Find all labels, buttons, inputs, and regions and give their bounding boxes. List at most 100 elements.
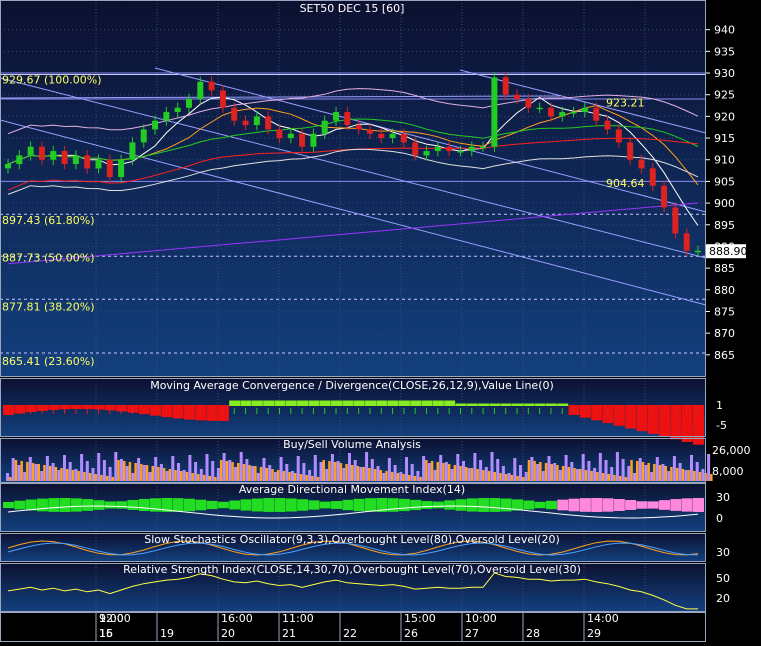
vol-sell-4 — [31, 463, 35, 481]
macd-bar-21 — [240, 400, 252, 406]
adx-fill-22 — [251, 498, 263, 512]
vol-buy-40 — [234, 467, 237, 481]
macd-bar-41 — [466, 403, 478, 406]
vol-sell-93 — [539, 462, 542, 481]
vol-sell-3 — [26, 462, 29, 481]
vol-sell-120 — [693, 471, 696, 481]
vol-buy-88 — [507, 473, 511, 481]
stoch-panel-bg — [0, 533, 706, 561]
vol-buy-55 — [319, 462, 323, 481]
vol-buy-47 — [273, 472, 277, 481]
adx-fill-8 — [93, 500, 105, 510]
vol-buy-73 — [422, 456, 426, 481]
vol-buy-42 — [245, 459, 249, 481]
price-tick-label-900: 900 — [714, 197, 735, 210]
vol-sell-69 — [402, 474, 405, 481]
vol-sell-21 — [128, 462, 132, 481]
vol-sell-30 — [180, 471, 183, 481]
vol-sell-23 — [140, 464, 143, 481]
vol-sell-79 — [459, 466, 462, 481]
stoch-d — [7, 542, 699, 556]
vol-buy-119 — [684, 470, 688, 481]
vol-buy-16 — [97, 453, 101, 481]
vol-sell-54 — [316, 477, 320, 481]
price-tick-label-865: 865 — [714, 349, 735, 362]
macd-bar-33 — [376, 400, 388, 406]
adx-fill-21 — [240, 499, 252, 511]
indicator-lines — [0, 67, 707, 306]
adx-fill-54 — [613, 498, 625, 512]
vol-sell-9 — [60, 468, 63, 481]
candle-body-23 — [265, 116, 272, 130]
vol-buy-113 — [650, 472, 654, 481]
candle-body-49 — [559, 112, 566, 117]
candle-body-18 — [208, 81, 215, 91]
vol-buy-19 — [114, 452, 118, 481]
vol-sell-13 — [83, 472, 86, 481]
fib-label-50: 887.73 (50.00%) — [2, 251, 95, 264]
vol-buy-81 — [467, 468, 471, 481]
candle-body-50 — [570, 112, 577, 114]
vol-sell-104 — [601, 473, 605, 481]
macd-bar-31 — [353, 400, 365, 406]
vol-buy-4 — [28, 457, 32, 481]
adx-fill-36 — [410, 499, 422, 511]
vol-buy-71 — [410, 464, 414, 481]
candle-body-2 — [27, 146, 34, 156]
adx-fill-40 — [455, 499, 467, 511]
macd-bar-4 — [48, 405, 60, 410]
adx-fill-49 — [557, 499, 569, 511]
day-label-28: 28 — [526, 627, 540, 640]
ma-long — [7, 202, 699, 265]
adx-fill-23 — [263, 498, 275, 512]
vol-buy-56 — [325, 469, 329, 481]
vol-sell-66 — [385, 471, 388, 481]
vol-sell-33 — [197, 474, 200, 481]
vol-sell-62 — [362, 467, 365, 481]
vol-sell-37 — [219, 460, 223, 481]
volume-tick-2: 8,000 — [712, 465, 744, 478]
vol-sell-2 — [20, 461, 23, 481]
annotation-904-64: 904.64 — [606, 177, 645, 190]
macd-bar-45 — [512, 403, 524, 406]
vol-buy-9 — [57, 470, 61, 481]
main-panel-bg — [0, 0, 706, 376]
adx-fill-37 — [421, 501, 433, 509]
adx-fill-29 — [331, 501, 343, 509]
macd-bar-60 — [681, 405, 693, 442]
candle-body-5 — [61, 151, 68, 165]
vol-buy-7 — [45, 456, 49, 481]
subpanel-plots — [3, 400, 713, 610]
adx-fill-10 — [116, 501, 128, 509]
macd-tick-2: -5 — [716, 419, 727, 432]
macd-bar-24 — [274, 400, 286, 406]
vol-sell-8 — [54, 467, 58, 481]
vol-buy-104 — [598, 453, 602, 481]
vol-buy-117 — [672, 456, 676, 481]
vol-buy-15 — [91, 468, 95, 481]
adx-fill-34 — [387, 498, 399, 512]
vol-sell-86 — [499, 473, 502, 481]
macd-bar-8 — [93, 405, 105, 410]
macd-bar-40 — [455, 403, 467, 406]
vol-sell-101 — [584, 470, 588, 481]
vol-buy-74 — [427, 463, 431, 481]
vol-sell-46 — [271, 469, 274, 481]
adx-fill-31 — [353, 498, 365, 512]
adx-fill-7 — [82, 499, 94, 511]
candle-body-0 — [5, 164, 11, 169]
candle-body-4 — [50, 151, 57, 160]
vol-buy-59 — [342, 468, 346, 481]
stoch-title: Slow Stochastics Oscillator(9,3,3),Overb… — [144, 533, 560, 546]
price-tick-label-925: 925 — [714, 89, 735, 102]
vol-buy-112 — [644, 465, 648, 481]
rsi-tick-2: 20 — [716, 592, 730, 605]
vol-buy-35 — [205, 454, 209, 481]
vol-buy-91 — [524, 472, 528, 481]
adx-fill-32 — [364, 498, 376, 512]
vol-sell-108 — [624, 477, 628, 481]
vol-sell-112 — [647, 463, 650, 481]
vol-buy-38 — [222, 453, 226, 481]
candle-body-36 — [412, 142, 419, 156]
